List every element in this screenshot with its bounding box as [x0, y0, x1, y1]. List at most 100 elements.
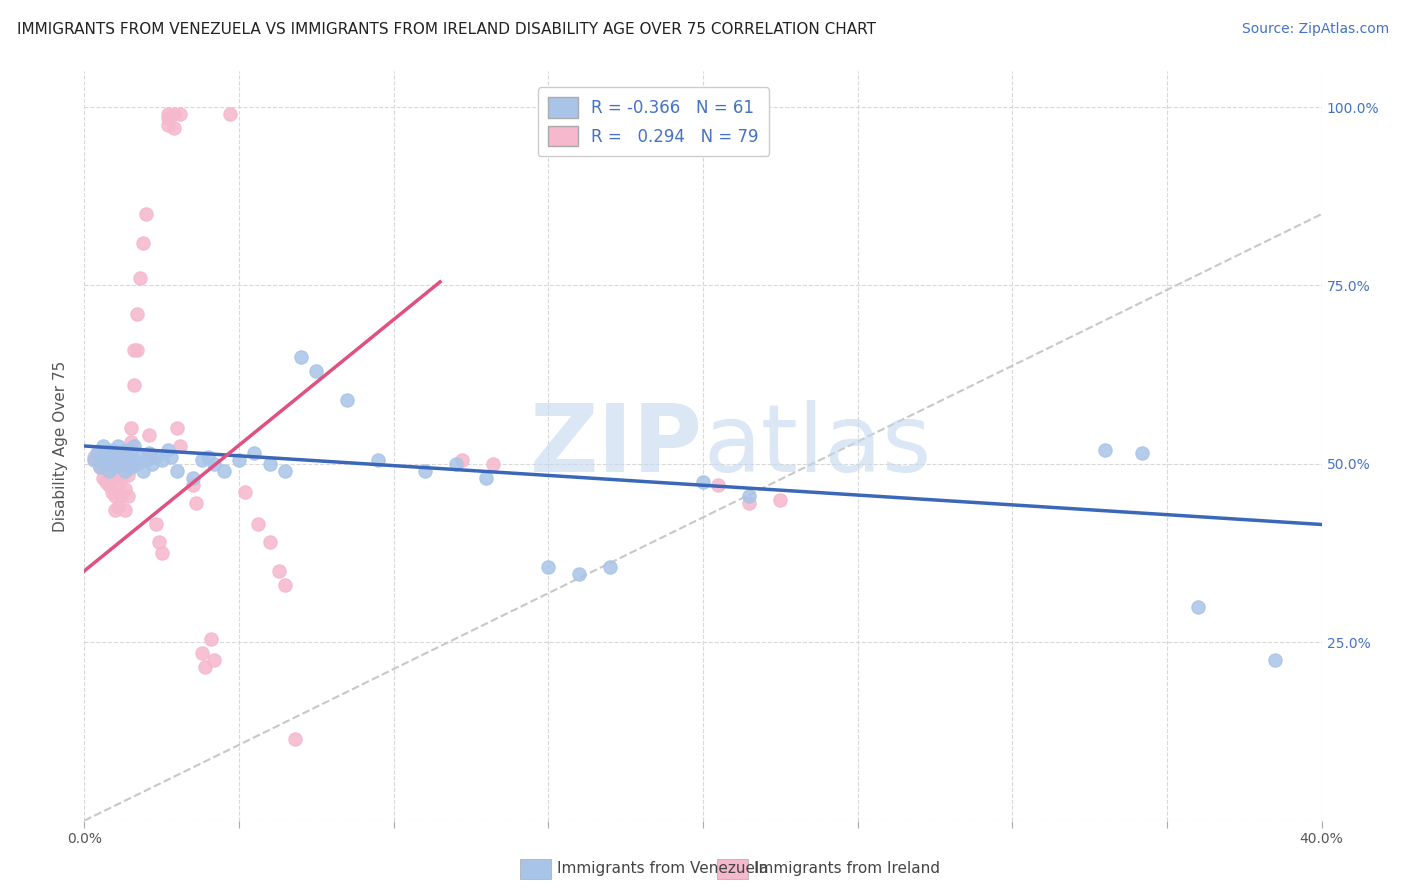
Text: Immigrants from Ireland: Immigrants from Ireland [754, 862, 939, 876]
Point [274, 578, 297, 592]
Point [114, 460, 136, 475]
Point [202, 653, 225, 667]
Point [163, 121, 186, 136]
Point [104, 489, 127, 503]
Point [89, 460, 111, 475]
Point [200, 632, 222, 646]
Point [98, 450, 121, 464]
Y-axis label: Disability Age Over 75: Disability Age Over 75 [53, 360, 69, 532]
Point [156, 118, 179, 132]
Point [481, 457, 503, 471]
Point [290, 350, 312, 364]
Point [212, 464, 235, 478]
Point [138, 446, 160, 460]
Point [738, 489, 761, 503]
Point [94, 475, 117, 489]
Point [336, 392, 359, 407]
Point [141, 457, 163, 471]
Point [122, 343, 145, 357]
Point [114, 450, 136, 464]
Point [94, 450, 117, 464]
Legend: R = -0.366   N = 61, R =   0.294   N = 79: R = -0.366 N = 61, R = 0.294 N = 79 [538, 87, 769, 156]
Point [91, 450, 114, 464]
Point [117, 442, 139, 457]
Point [166, 421, 188, 435]
Point [114, 442, 136, 457]
Point [125, 307, 148, 321]
Point [148, 535, 170, 549]
Point [110, 471, 132, 485]
Point [184, 496, 207, 510]
Point [120, 446, 142, 460]
Point [218, 107, 240, 121]
Point [181, 471, 204, 485]
Point [166, 464, 188, 478]
Point [101, 446, 124, 460]
Point [101, 485, 124, 500]
Point [107, 464, 129, 478]
Text: atlas: atlas [703, 400, 931, 492]
Text: ZIP: ZIP [530, 400, 703, 492]
Point [120, 457, 142, 471]
Point [145, 517, 167, 532]
Point [475, 471, 498, 485]
Point [107, 453, 129, 467]
Point [98, 453, 121, 467]
Point [191, 453, 214, 467]
Point [98, 478, 121, 492]
Point [191, 646, 214, 660]
Point [120, 421, 142, 435]
Point [135, 453, 157, 467]
Point [94, 446, 117, 460]
Point [120, 435, 142, 450]
Point [114, 464, 136, 478]
Point [110, 489, 132, 503]
Point [104, 457, 127, 471]
Point [91, 439, 114, 453]
Point [98, 467, 121, 482]
Point [181, 478, 204, 492]
Point [367, 453, 389, 467]
Point [110, 457, 132, 471]
Point [101, 453, 124, 467]
Point [305, 364, 328, 378]
Point [107, 450, 129, 464]
Point [169, 107, 191, 121]
Point [86, 446, 108, 460]
Point [138, 428, 160, 442]
Point [145, 450, 167, 464]
Point [117, 489, 139, 503]
Point [246, 517, 269, 532]
Point [1130, 446, 1153, 460]
Point [132, 464, 155, 478]
Point [104, 471, 127, 485]
Point [114, 503, 136, 517]
Point [104, 446, 127, 460]
Point [94, 464, 117, 478]
Point [284, 731, 307, 746]
Point [125, 457, 148, 471]
Point [738, 496, 761, 510]
Point [91, 471, 114, 485]
Point [101, 442, 124, 457]
Point [413, 464, 436, 478]
Point [110, 453, 132, 467]
Point [692, 475, 714, 489]
Point [83, 450, 105, 464]
Point [114, 482, 136, 496]
Point [132, 235, 155, 250]
Point [150, 453, 173, 467]
Point [228, 453, 250, 467]
Point [122, 453, 145, 467]
Point [129, 450, 152, 464]
Point [122, 378, 145, 392]
Point [107, 500, 129, 514]
Point [537, 560, 560, 574]
Point [104, 460, 127, 475]
Point [107, 478, 129, 492]
Point [101, 460, 124, 475]
Point [156, 442, 179, 457]
Text: Immigrants from Venezuela: Immigrants from Venezuela [557, 862, 769, 876]
Point [91, 457, 114, 471]
Point [104, 503, 127, 517]
